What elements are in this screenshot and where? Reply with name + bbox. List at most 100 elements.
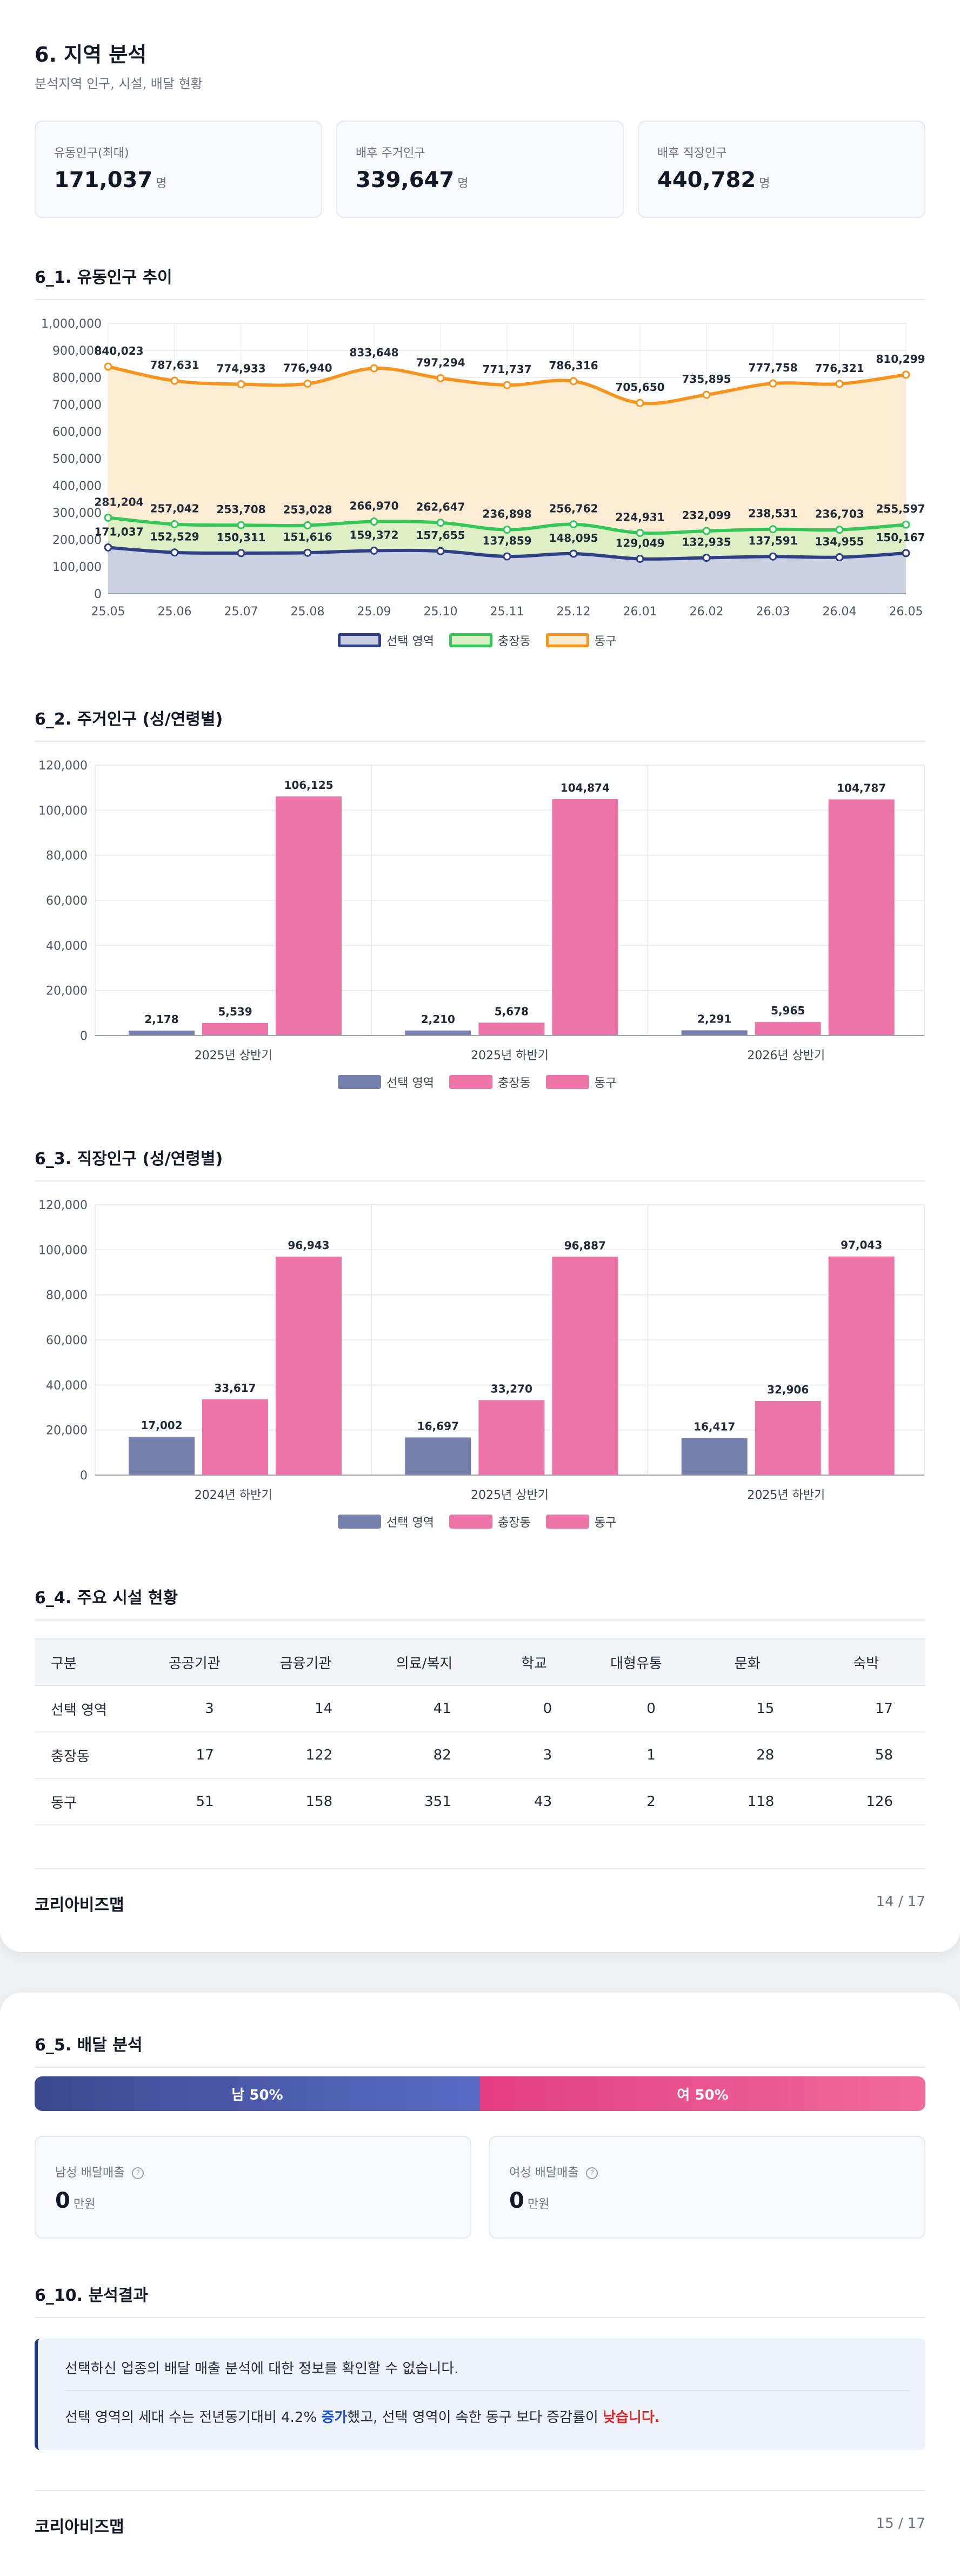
data-point [237,549,245,557]
section-divider [35,741,925,742]
x-tick-label: 26.01 [623,605,657,619]
table-cell: 15 [688,1685,807,1732]
data-point [569,549,578,558]
legend-swatch [449,1515,492,1529]
table-cell: 41 [365,1685,484,1732]
data-point [702,390,711,399]
data-point [636,554,644,563]
table-row: 충장동 17 122 82 3 1 28 58 [35,1732,925,1779]
x-tick-label: 2025년 상반기 [471,1489,549,1502]
data-label: 96,943 [288,1239,329,1252]
bar [405,1437,471,1475]
table-cell: 14 [246,1685,365,1732]
table-cell: 126 [806,1778,925,1825]
data-label: 787,631 [150,358,199,371]
legend-swatch [338,633,381,647]
data-point [503,381,511,389]
legend-item[interactable]: 충장동 [449,632,531,649]
legend-item[interactable]: 충장동 [449,1513,531,1530]
y-tick-label: 1,000,000 [41,317,102,331]
section-divider [35,1180,925,1181]
data-label: 104,787 [837,781,886,794]
report-page-14: 6. 지역 분석 분석지역 인구, 시설, 배달 현황 유동인구(최대) 171… [0,0,960,1952]
bar [202,1023,268,1035]
data-point [569,377,578,386]
legend-item[interactable]: 동구 [545,1073,617,1091]
bar [129,1437,195,1475]
data-label: 157,655 [416,529,465,542]
bar [202,1399,268,1475]
data-label: 152,529 [150,530,199,543]
y-tick-label: 100,000 [38,804,88,818]
data-point [503,552,511,561]
data-point [902,520,910,529]
y-tick-label: 20,000 [46,985,88,998]
card-value: 0 만원 [55,2188,96,2213]
table-cell: 43 [483,1778,585,1825]
table-header: 구분 [35,1638,143,1686]
data-label: 137,591 [748,534,797,547]
table-header: 대형유통 [584,1638,688,1686]
data-label: 2,291 [697,1012,731,1025]
legend-item[interactable]: 선택 영역 [338,1073,434,1091]
legend-label: 동구 [594,1077,617,1090]
x-tick-label: 26.04 [823,605,857,619]
card-label: 배후 직장인구 [657,147,727,160]
legend-swatch [449,1075,492,1089]
data-label: 705,650 [615,381,664,394]
x-tick-label: 2024년 하반기 [195,1489,272,1502]
data-label: 774,933 [216,362,265,375]
result-line-1: 선택하신 업종의 배달 매출 분석에 대한 정보를 확인할 수 없습니다. [65,2361,459,2377]
bar [276,796,342,1035]
table-cell: 3 [483,1732,585,1779]
data-label: 159,372 [349,528,398,541]
data-label: 5,965 [771,1004,805,1017]
legend-item[interactable]: 동구 [545,1513,616,1530]
table-cell: 0 [483,1685,585,1732]
footer-brand: 코리아비즈맵 [35,1896,124,1915]
data-point [636,399,644,407]
data-label: 97,043 [841,1239,882,1252]
worker-population-chart: 0 20,000 40,000 60,000 80,000 100,000 120,000 1… [38,1199,925,1502]
data-label: 262,647 [416,501,465,514]
x-tick-label: 25.11 [490,605,524,619]
x-tick-label: 26.02 [690,605,724,619]
bar [755,1022,821,1035]
data-point [237,521,245,529]
analysis-result-box: 선택하신 업종의 배달 매출 분석에 대한 정보를 확인할 수 없습니다. 선택… [35,2339,925,2450]
data-label: 253,028 [283,503,332,516]
legend-item[interactable]: 충장동 [449,1073,531,1091]
data-point [769,525,777,534]
data-point [104,513,112,522]
legend-item[interactable]: 선택 영역 [338,1513,434,1530]
table-row-label: 충장동 [35,1732,143,1779]
data-label: 224,931 [615,511,664,524]
data-label: 256,762 [549,502,598,515]
data-label: 797,294 [416,356,465,369]
data-point [769,379,777,388]
data-label: 777,758 [748,361,797,374]
legend-item[interactable]: 동구 [545,632,616,649]
card-value: 339,647 명 [356,168,469,192]
legend-item[interactable]: 선택 영역 [338,632,434,649]
y-tick-label: 700,000 [52,399,102,412]
y-tick-label: 900,000 [52,344,102,358]
bar [478,1023,545,1035]
data-point [436,374,445,382]
page-title: 6. 지역 분석 [35,43,147,67]
help-icon[interactable]: ? [132,2167,144,2179]
footer-divider [35,2490,925,2491]
x-tick-label: 25.07 [224,605,258,619]
data-label: 5,539 [218,1005,252,1018]
help-icon[interactable]: ? [586,2167,598,2179]
table-cell: 1 [584,1732,688,1779]
data-label: 2,178 [144,1013,178,1026]
data-label: 281,204 [94,495,143,508]
bar [405,1030,471,1035]
data-label: 16,417 [694,1420,735,1433]
table-cell: 17 [143,1732,246,1779]
legend-swatch [545,633,589,647]
bar [552,1257,618,1475]
page-number: 14 / 17 [876,1894,925,1910]
y-tick-label: 100,000 [52,561,102,574]
